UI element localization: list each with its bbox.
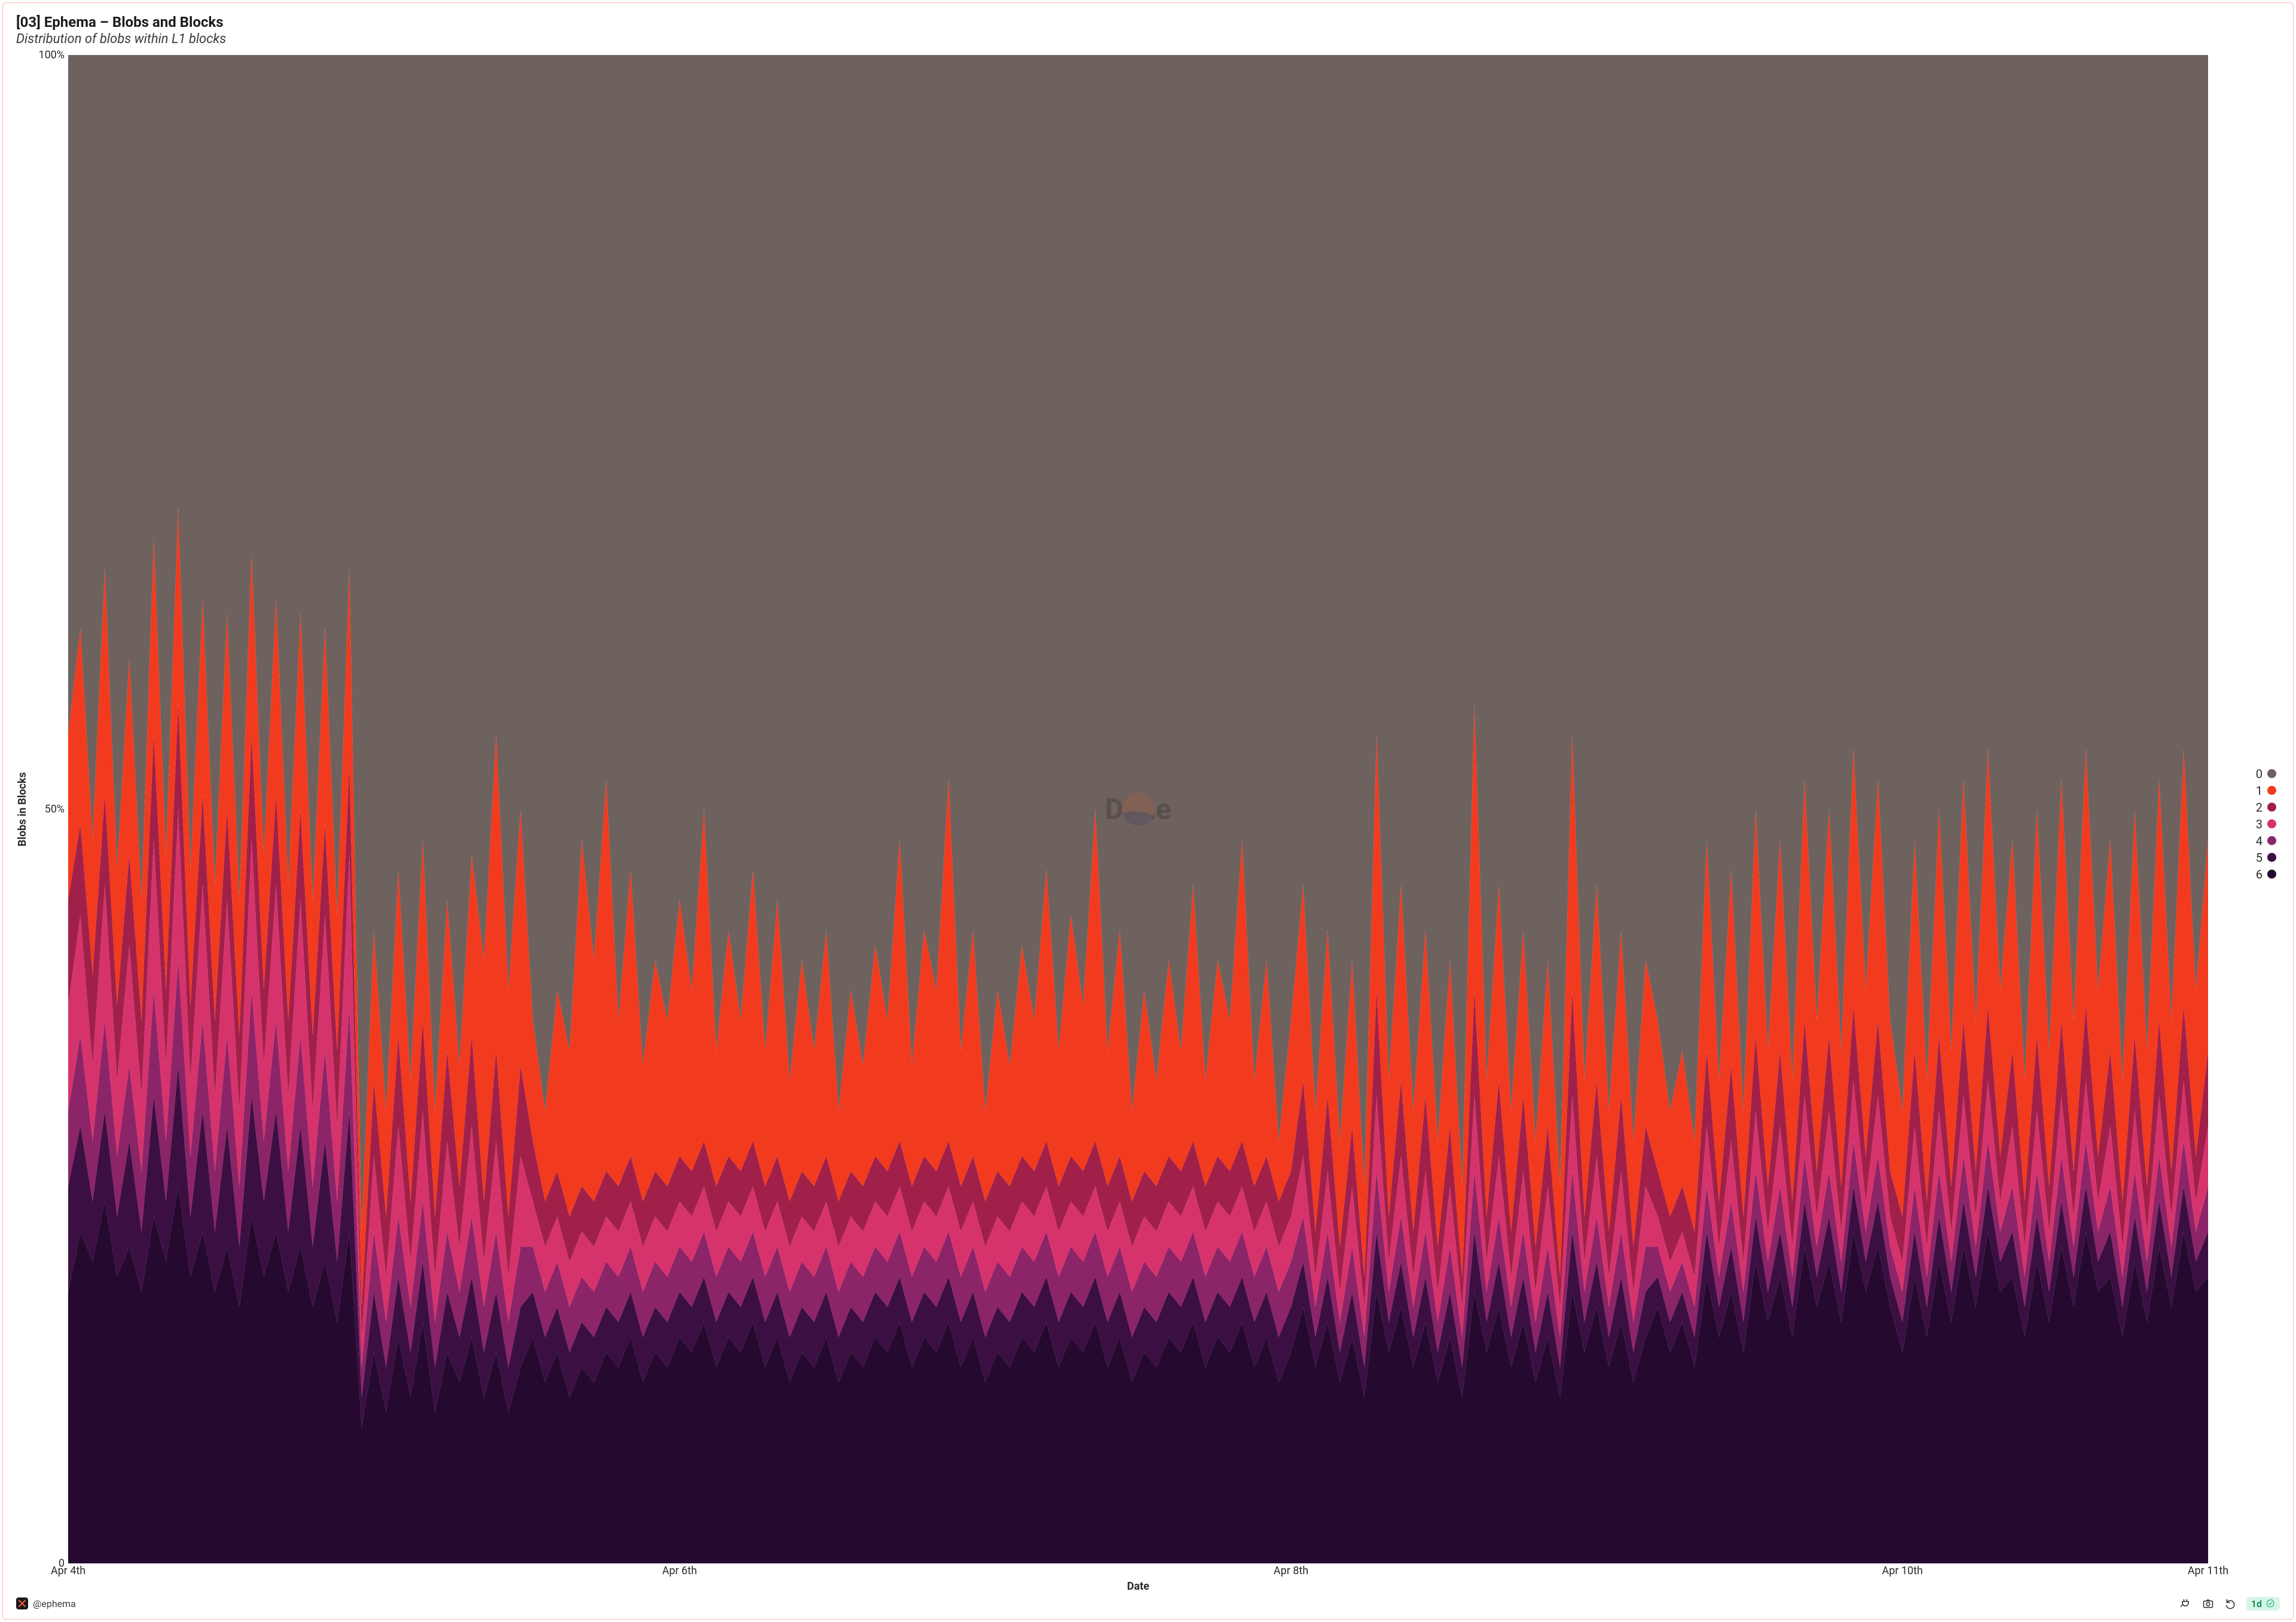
- chart-wrap: Blobs in Blocks 050%100% Dune Apr 4th Apr…: [16, 55, 2208, 1593]
- avatar-icon: [18, 1599, 26, 1608]
- plug-icon[interactable]: [2178, 1596, 2193, 1611]
- x-axis-ticks: Apr 4thApr 6thApr 8thApr 10thApr 11th: [68, 1563, 2208, 1579]
- author-avatar[interactable]: [16, 1597, 28, 1609]
- legend-item[interactable]: 1: [2256, 783, 2276, 798]
- y-axis-ticks: 050%100%: [32, 55, 68, 1563]
- card-header: [03] Ephema – Blobs and Blocks Distribut…: [16, 14, 2280, 47]
- y-tick: 100%: [38, 49, 65, 62]
- footer-left: @ephema: [16, 1597, 76, 1609]
- legend-item[interactable]: 5: [2256, 850, 2276, 865]
- freshness-badge-text: 1d: [2251, 1598, 2262, 1609]
- legend-swatch: [2267, 836, 2276, 845]
- plot-area[interactable]: Dune: [68, 55, 2208, 1563]
- legend-label: 5: [2256, 850, 2263, 865]
- legend-swatch: [2267, 786, 2276, 795]
- legend-label: 3: [2256, 817, 2263, 831]
- legend-item[interactable]: 6: [2256, 867, 2276, 882]
- x-tick: Apr 11th: [2188, 1565, 2228, 1577]
- x-axis-label: Date: [68, 1579, 2208, 1593]
- y-axis-label-cell: Blobs in Blocks: [16, 55, 32, 1563]
- y-tick: 50%: [45, 803, 65, 816]
- legend-label: 1: [2256, 783, 2263, 798]
- legend-label: 6: [2256, 867, 2263, 882]
- legend-swatch: [2267, 769, 2276, 778]
- stacked-area-svg: [68, 55, 2208, 1563]
- legend-item[interactable]: 4: [2256, 834, 2276, 848]
- legend-swatch: [2267, 803, 2276, 812]
- chart-card: [03] Ephema – Blobs and Blocks Distribut…: [2, 2, 2294, 1620]
- check-badge-icon: [2266, 1599, 2275, 1608]
- x-tick: Apr 8th: [1274, 1565, 1308, 1577]
- x-tick: Apr 4th: [51, 1565, 86, 1577]
- legend-item[interactable]: 0: [2256, 767, 2276, 781]
- legend-item[interactable]: 2: [2256, 800, 2276, 815]
- legend-swatch: [2267, 870, 2276, 879]
- chart-title: [03] Ephema – Blobs and Blocks: [16, 14, 2280, 31]
- undo-icon[interactable]: [2224, 1596, 2238, 1611]
- x-tick: Apr 6th: [662, 1565, 697, 1577]
- freshness-badge[interactable]: 1d: [2246, 1597, 2280, 1611]
- card-footer: @ephema: [16, 1596, 2280, 1611]
- legend-label: 4: [2256, 834, 2263, 848]
- x-tick: Apr 10th: [1882, 1565, 1922, 1577]
- footer-right: 1d: [2178, 1596, 2280, 1611]
- author-handle[interactable]: @ephema: [33, 1598, 76, 1609]
- legend: 0 1 2 3 4 5 6: [2208, 55, 2280, 1593]
- legend-item[interactable]: 3: [2256, 817, 2276, 831]
- legend-label: 0: [2256, 767, 2263, 781]
- chart-row: Blobs in Blocks 050%100% Dune Apr 4th Apr…: [16, 55, 2280, 1593]
- legend-label: 2: [2256, 800, 2263, 815]
- camera-icon[interactable]: [2201, 1596, 2215, 1611]
- y-axis-label: Blobs in Blocks: [16, 772, 29, 846]
- plot-grid: Blobs in Blocks 050%100% Dune Apr 4th Apr…: [16, 55, 2208, 1593]
- legend-swatch: [2267, 819, 2276, 828]
- chart-subtitle: Distribution of blobs within L1 blocks: [16, 32, 2280, 47]
- legend-swatch: [2267, 853, 2276, 862]
